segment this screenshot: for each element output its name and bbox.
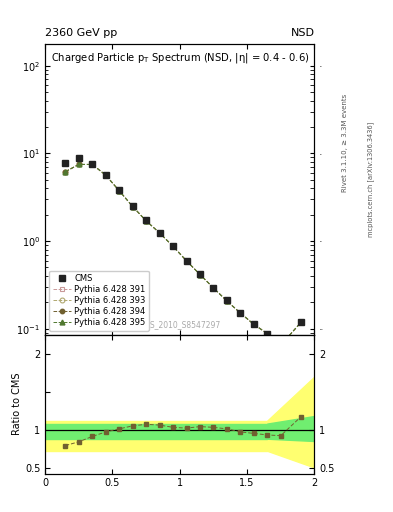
Text: mcplots.cern.ch [arXiv:1306.3436]: mcplots.cern.ch [arXiv:1306.3436] [367,121,374,237]
Text: 2360 GeV pp: 2360 GeV pp [45,28,118,38]
Text: CMS_2010_S8547297: CMS_2010_S8547297 [139,320,221,329]
Legend: CMS, Pythia 6.428 391, Pythia 6.428 393, Pythia 6.428 394, Pythia 6.428 395: CMS, Pythia 6.428 391, Pythia 6.428 393,… [50,271,149,331]
Text: Charged Particle $\mathregular{p_T}$ Spectrum (NSD, $\mathregular{|\eta|}$ = 0.4: Charged Particle $\mathregular{p_T}$ Spe… [51,51,309,65]
Y-axis label: Ratio to CMS: Ratio to CMS [12,373,22,436]
Text: NSD: NSD [290,28,314,38]
Text: Rivet 3.1.10, ≥ 3.3M events: Rivet 3.1.10, ≥ 3.3M events [342,94,348,193]
